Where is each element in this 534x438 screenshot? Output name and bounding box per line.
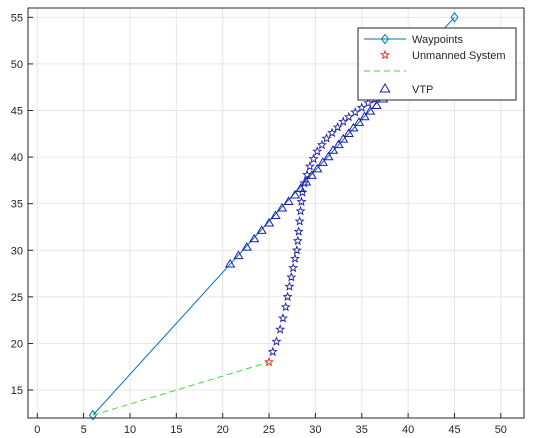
y-tick-label: 30 bbox=[11, 245, 23, 257]
vtp-marker bbox=[249, 233, 260, 243]
vtp-marker bbox=[283, 196, 294, 206]
x-tick-label: 0 bbox=[34, 424, 40, 436]
x-tick-label: 30 bbox=[309, 424, 321, 436]
unmanned-system-marker bbox=[280, 301, 291, 312]
x-tick-label: 35 bbox=[356, 424, 368, 436]
unmanned-system-marker bbox=[312, 146, 323, 156]
unmanned-system-marker bbox=[275, 324, 286, 334]
vtp-marker bbox=[241, 241, 252, 251]
y-tick-label: 15 bbox=[11, 385, 23, 397]
unmanned-system-marker bbox=[304, 161, 315, 171]
y-tick-label: 35 bbox=[11, 199, 23, 211]
unmanned-system-marker bbox=[289, 253, 301, 263]
unmanned-system-marker bbox=[316, 139, 327, 150]
vtp-marker bbox=[306, 170, 317, 179]
x-tick-label: 25 bbox=[263, 424, 275, 436]
x-tick-label: 40 bbox=[402, 424, 414, 436]
vtp-marker bbox=[343, 128, 354, 137]
unmanned-system-marker bbox=[327, 127, 338, 138]
unmanned-system-marker bbox=[332, 122, 343, 132]
vtp-marker bbox=[270, 210, 281, 219]
legend-label: VTP bbox=[412, 84, 433, 96]
y-tick-label: 40 bbox=[11, 152, 23, 164]
y-tick-label: 55 bbox=[11, 12, 23, 24]
vtp-marker bbox=[348, 122, 359, 132]
unmanned-system-marker bbox=[291, 245, 302, 255]
x-tick-label: 10 bbox=[124, 424, 136, 436]
unmanned-system-marker bbox=[284, 281, 295, 291]
waypoint-marker bbox=[88, 409, 97, 421]
vtp-marker bbox=[323, 151, 334, 161]
y-tick-label: 20 bbox=[11, 338, 23, 350]
y-tick-label: 45 bbox=[11, 106, 23, 118]
axes-box bbox=[27, 7, 525, 419]
x-tick-label: 50 bbox=[495, 424, 507, 436]
vtp-marker bbox=[256, 225, 267, 234]
unmanned-system-marker bbox=[277, 313, 288, 323]
unmanned-system-marker bbox=[363, 97, 374, 108]
vtp-marker bbox=[353, 117, 365, 126]
unmanned-system-marker bbox=[295, 205, 306, 216]
vtp-marker bbox=[317, 157, 328, 166]
vtp-marker bbox=[364, 105, 376, 115]
vtp-marker bbox=[276, 202, 288, 212]
dashed-connector-line bbox=[92, 361, 270, 416]
vtp-marker bbox=[233, 250, 244, 260]
vtp-marker bbox=[289, 189, 301, 199]
unmanned-system-marker bbox=[288, 262, 299, 273]
vtp-marker bbox=[371, 100, 382, 110]
unmanned-system-marker bbox=[264, 356, 275, 367]
vtp-marker bbox=[224, 258, 236, 268]
legend-vtp-triangle bbox=[379, 83, 391, 93]
vtp-marker bbox=[312, 163, 323, 173]
vtp-marker bbox=[295, 183, 306, 192]
waypoint-marker bbox=[450, 11, 459, 23]
x-tick-label: 5 bbox=[81, 424, 87, 436]
vtp-marker bbox=[263, 217, 275, 227]
vtp-marker bbox=[327, 145, 339, 154]
x-tick-label: 20 bbox=[217, 424, 229, 436]
x-tick-label: 15 bbox=[170, 424, 182, 436]
unmanned-system-marker bbox=[350, 107, 361, 117]
vtp-marker bbox=[300, 176, 312, 186]
vtp-marker bbox=[338, 133, 349, 143]
unmanned-system-marker bbox=[293, 226, 304, 236]
legend: Waypoints Unmanned System VTP bbox=[357, 27, 517, 101]
unmanned-system-marker bbox=[343, 111, 354, 122]
unmanned-system-marker bbox=[267, 346, 278, 357]
vtp-marker bbox=[333, 139, 344, 149]
unmanned-system-marker bbox=[271, 336, 282, 346]
y-tick-label: 25 bbox=[11, 292, 23, 304]
legend-label: Unmanned System bbox=[412, 50, 506, 62]
legend-box bbox=[357, 27, 517, 101]
legend-unmanned-star bbox=[380, 49, 390, 60]
x-tick-label: 45 bbox=[448, 424, 460, 436]
unmanned-system-marker bbox=[286, 272, 297, 282]
unmanned-system-marker bbox=[292, 235, 303, 246]
unmanned-system-marker bbox=[356, 102, 367, 112]
unmanned-system-marker bbox=[321, 133, 332, 143]
vtp-marker bbox=[359, 111, 370, 121]
unmanned-system-marker bbox=[308, 153, 319, 164]
unmanned-system-marker bbox=[282, 291, 293, 302]
unmanned-system-marker bbox=[296, 196, 307, 207]
unmanned-system-marker bbox=[294, 216, 305, 226]
y-tick-label: 50 bbox=[11, 59, 23, 71]
legend-label: Waypoints bbox=[412, 34, 463, 46]
legend-waypoints-diamond bbox=[381, 33, 389, 45]
